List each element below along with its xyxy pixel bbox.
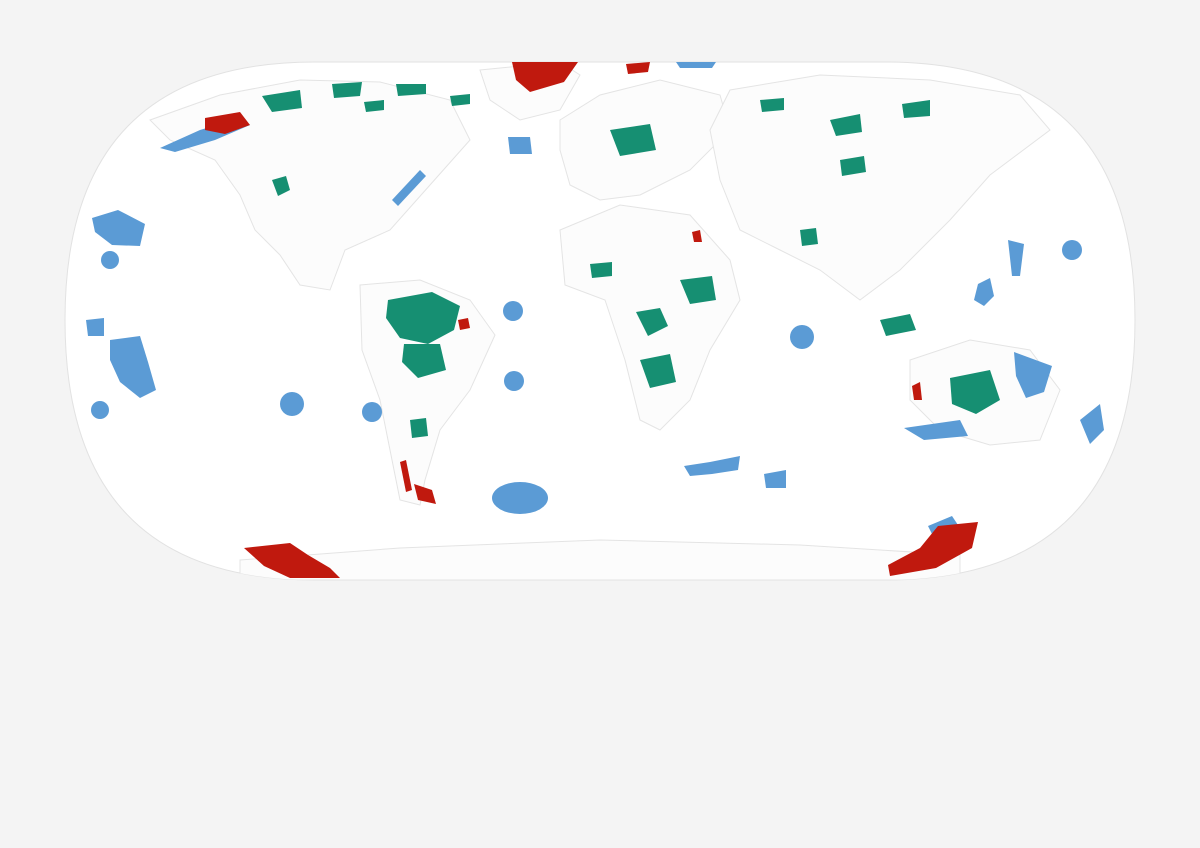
marine-area-atlantic-2 bbox=[504, 371, 524, 391]
legend-item-terrestrial bbox=[70, 776, 94, 804]
coastal-area-antarctica-east bbox=[888, 522, 978, 576]
terrestrial-area-canada-4 bbox=[364, 100, 384, 112]
terrestrial-area-amazon-2 bbox=[402, 344, 446, 378]
terrestrial-area-canada-1 bbox=[262, 90, 302, 112]
marine-area-hawaii-2 bbox=[101, 251, 119, 269]
coastal-areas bbox=[205, 62, 978, 578]
antarctica-outline bbox=[239, 539, 961, 580]
terrestrial-area-canada-3 bbox=[396, 84, 426, 96]
marine-area-south-atlantic bbox=[492, 482, 548, 514]
terrestrial-area-india bbox=[800, 228, 818, 246]
terrestrial-areas bbox=[262, 82, 1000, 438]
coastal-area-brazil bbox=[458, 318, 470, 330]
terrestrial-area-amazon-1 bbox=[386, 292, 460, 344]
coastal-area-sw-australia bbox=[912, 382, 922, 400]
marine-area-indian-ocean bbox=[790, 325, 814, 349]
legend-item-coastal bbox=[70, 748, 94, 776]
terrestrial-area-argentina bbox=[410, 418, 428, 438]
coastal-area-svalbard bbox=[626, 62, 650, 74]
marine-area-north-atlantic bbox=[508, 137, 532, 154]
marine-area-greenland-sea bbox=[676, 62, 716, 68]
terrestrial-area-europe bbox=[610, 124, 656, 156]
coastal-area-alaska bbox=[205, 112, 250, 134]
marine-area-pacific-2 bbox=[86, 318, 104, 336]
marine-area-aus-south bbox=[904, 420, 968, 440]
coastal-area-greenland bbox=[512, 62, 578, 92]
legend-swatch-coastal bbox=[70, 756, 83, 769]
terrestrial-area-us-west bbox=[272, 176, 290, 196]
terrestrial-area-australia bbox=[950, 370, 1000, 414]
marine-areas bbox=[86, 62, 1104, 538]
terrestrial-area-greenland-interior bbox=[450, 94, 470, 106]
legend bbox=[70, 720, 94, 804]
coastal-area-patagonia bbox=[414, 484, 436, 504]
marine-area-pacific-3 bbox=[91, 401, 109, 419]
terrestrial-area-africa-3 bbox=[640, 354, 676, 388]
terrestrial-area-siberia-3 bbox=[760, 98, 784, 112]
world-map bbox=[64, 61, 1136, 581]
marine-area-coral-sea bbox=[1014, 352, 1052, 398]
marine-area-pacific-7 bbox=[1008, 240, 1024, 276]
marine-area-hawaii bbox=[92, 210, 145, 246]
asia-outline bbox=[709, 74, 1051, 301]
legend-swatch-marine bbox=[70, 728, 83, 741]
terrestrial-area-siberia-1 bbox=[830, 114, 862, 136]
marine-area-pacific-1 bbox=[110, 336, 156, 398]
marine-area-micronesia bbox=[974, 278, 994, 306]
terrestrial-area-siberia-2 bbox=[902, 100, 930, 118]
terrestrial-area-africa-1 bbox=[636, 308, 668, 336]
marine-area-kerguelen bbox=[684, 456, 740, 476]
marine-area-nz bbox=[1080, 404, 1104, 444]
legend-item-marine bbox=[70, 720, 94, 748]
marine-area-pacific-5 bbox=[362, 402, 382, 422]
marine-area-pacific-6 bbox=[1062, 240, 1082, 260]
marine-area-us-east bbox=[392, 170, 426, 206]
marine-area-atlantic-1 bbox=[503, 301, 523, 321]
coastal-area-antarctica-west bbox=[244, 543, 340, 578]
terrestrial-area-china bbox=[840, 156, 866, 176]
legend-swatch-terrestrial bbox=[70, 784, 83, 797]
terrestrial-area-indonesia bbox=[880, 314, 916, 336]
marine-area-amsterdam bbox=[764, 470, 786, 488]
terrestrial-area-canada-2 bbox=[332, 82, 362, 98]
terrestrial-area-africa-2 bbox=[680, 276, 716, 304]
terrestrial-area-africa-4 bbox=[590, 262, 612, 278]
coastal-area-chile bbox=[400, 460, 412, 492]
marine-area-pacific-4 bbox=[280, 392, 304, 416]
coastal-area-west-africa bbox=[692, 230, 702, 242]
south-america-outline bbox=[359, 279, 496, 506]
